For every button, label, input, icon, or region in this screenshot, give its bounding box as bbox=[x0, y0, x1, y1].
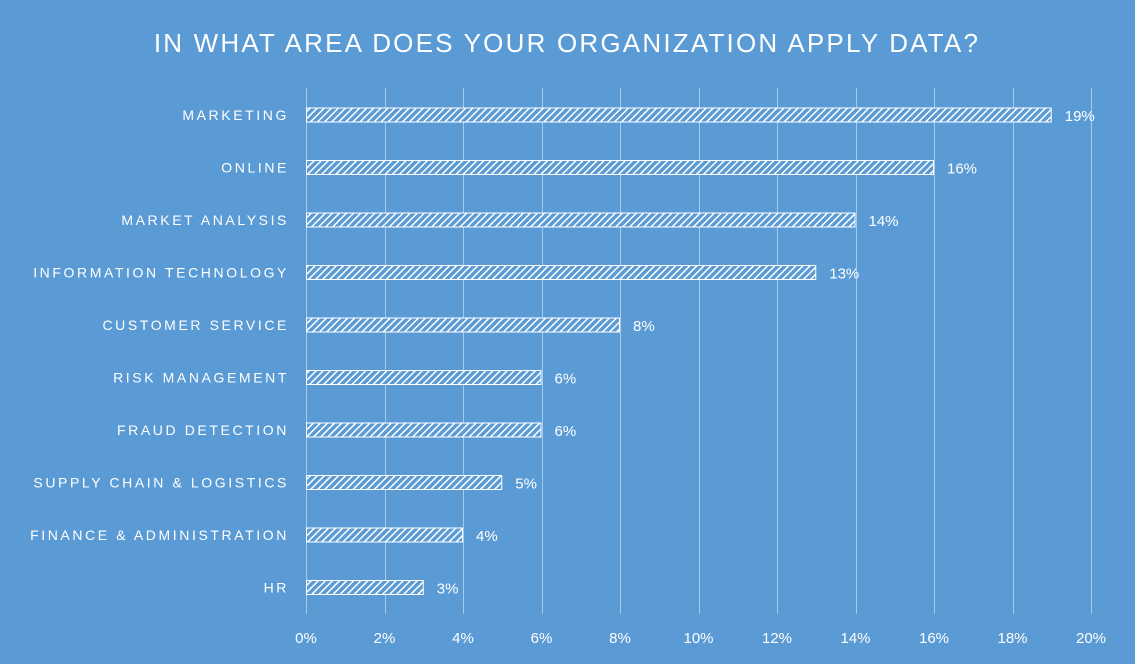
bar-marketing bbox=[306, 107, 1052, 123]
x-axis-tick-labels: 0% 2% 4% 6% 8% 10% 12% 14% 16% 18% 20% bbox=[295, 630, 1106, 647]
bar-customer-service bbox=[306, 317, 620, 333]
value-labels: 19% 16% 14% 13% 8% 6% 6% 5% 4% 3% bbox=[437, 108, 1095, 598]
x-tick-label: 16% bbox=[919, 630, 949, 647]
value-label: 6% bbox=[555, 371, 577, 388]
value-label: 4% bbox=[476, 528, 498, 545]
category-label: SUPPLY CHAIN & LOGISTICS bbox=[33, 475, 289, 491]
category-label: HR bbox=[264, 580, 289, 596]
bar-supply-chain-logistics bbox=[306, 475, 503, 490]
category-label: FINANCE & ADMINISTRATION bbox=[30, 527, 289, 543]
x-tick-label: 2% bbox=[374, 630, 396, 647]
category-label: RISK MANAGEMENT bbox=[113, 370, 289, 386]
x-tick-label: 8% bbox=[609, 630, 631, 647]
bar-fraud-detection bbox=[306, 422, 542, 438]
category-label: MARKETING bbox=[182, 107, 289, 123]
bar-market-analysis bbox=[306, 212, 856, 228]
grid-lines bbox=[306, 88, 1092, 614]
category-label: CUSTOMER SERVICE bbox=[102, 317, 289, 333]
x-tick-label: 4% bbox=[452, 630, 474, 647]
bar-hr bbox=[306, 580, 424, 595]
x-tick-label: 10% bbox=[683, 630, 713, 647]
value-label: 3% bbox=[437, 581, 459, 598]
value-label: 8% bbox=[633, 318, 655, 335]
category-labels: MARKETING ONLINE MARKET ANALYSIS INFORMATIO… bbox=[30, 107, 289, 596]
category-label: INFORMATION TECHNOLOGY bbox=[33, 265, 289, 281]
value-label: 13% bbox=[829, 266, 859, 283]
bars bbox=[306, 107, 1052, 595]
bar-online bbox=[306, 160, 934, 175]
value-label: 19% bbox=[1065, 108, 1095, 125]
x-tick-label: 0% bbox=[295, 630, 317, 647]
category-label: MARKET ANALYSIS bbox=[121, 212, 289, 228]
x-tick-label: 20% bbox=[1076, 630, 1106, 647]
x-tick-label: 18% bbox=[997, 630, 1027, 647]
category-label: ONLINE bbox=[221, 160, 289, 176]
x-tick-label: 6% bbox=[531, 630, 553, 647]
value-label: 14% bbox=[869, 213, 899, 230]
bar-risk-management bbox=[306, 370, 542, 385]
category-label: FRAUD DETECTION bbox=[117, 422, 289, 438]
value-label: 16% bbox=[947, 161, 977, 178]
value-label: 5% bbox=[515, 476, 537, 493]
x-tick-label: 14% bbox=[840, 630, 870, 647]
bar-finance-administration bbox=[306, 527, 463, 543]
value-label: 6% bbox=[555, 423, 577, 440]
chart-title: IN WHAT AREA DOES YOUR ORGANIZATION APPL… bbox=[154, 28, 980, 58]
x-tick-label: 12% bbox=[762, 630, 792, 647]
bar-information-technology bbox=[306, 265, 817, 280]
